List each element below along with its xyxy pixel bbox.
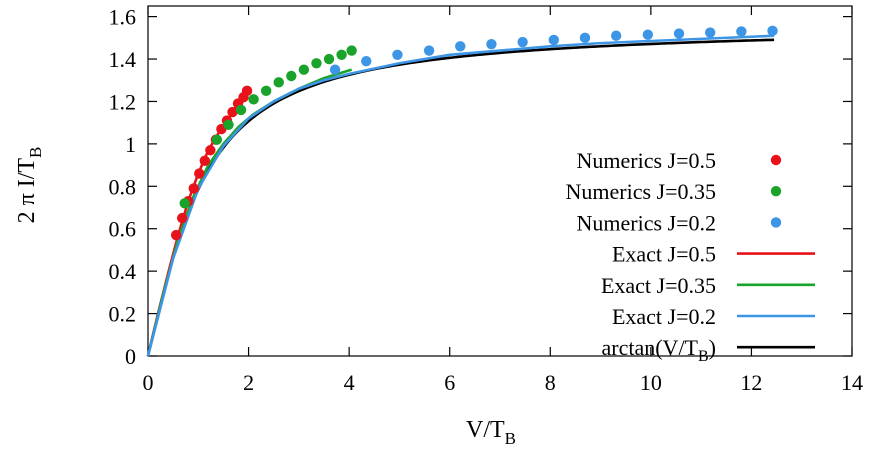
series-2-point: [610, 30, 622, 41]
series-1-point: [323, 53, 335, 65]
series-0-point: [194, 168, 205, 179]
legend-label-text: Exact J=0.2: [612, 304, 716, 329]
legend-entry-2: Numerics J=0.2: [577, 210, 782, 235]
series-2-point: [673, 28, 685, 39]
series-6-arctan-curve: [146, 38, 775, 357]
series-0-point: [227, 106, 238, 118]
series-1-point: [179, 198, 190, 209]
x-tick-label: 14: [841, 370, 863, 395]
x-tick-label: 8: [545, 370, 556, 395]
legend-entry-1: Numerics J=0.35: [566, 179, 782, 204]
series-2-point: [455, 41, 466, 52]
series-1-point: [273, 77, 284, 88]
series-1-point: [235, 104, 247, 116]
series-1-point: [346, 45, 357, 56]
series-1-point: [336, 49, 347, 60]
legend-entry-3: Exact J=0.5: [612, 242, 815, 267]
series-0-point: [188, 183, 199, 194]
series-2-point: [361, 55, 372, 67]
series-0-point: [199, 155, 211, 167]
y-axis-label: 2 π I/TB: [14, 147, 45, 224]
series-2-point: [392, 49, 403, 60]
series-1-point: [211, 134, 223, 145]
x-tick-label: 6: [444, 370, 455, 395]
legend-label: Exact J=0.35: [601, 273, 716, 298]
series-5-exact-line: [146, 34, 775, 357]
y-tick-label: 0: [125, 344, 136, 369]
legend-label: Exact J=0.2: [612, 304, 716, 329]
series-1-point: [260, 85, 272, 97]
y-tick-label: 0.2: [109, 302, 137, 327]
x-axis-label: V/TB: [466, 417, 516, 448]
series-0-point: [176, 212, 188, 224]
series-layer: [146, 25, 778, 357]
series-2-point: [517, 36, 528, 48]
x-tick-label: 10: [640, 370, 662, 395]
legend: Numerics J=0.5 Numerics J=0.35 Numerics J=…: [566, 148, 815, 365]
y-axis-label-sub: B: [26, 147, 45, 158]
series-1-point: [298, 64, 310, 75]
series-2-point: [642, 29, 654, 40]
y-tick-label: 1.2: [109, 89, 137, 114]
legend-label-text: Exact J=0.5: [612, 242, 716, 267]
legend-label-text: Numerics J=0.2: [577, 210, 717, 235]
plot-frame: [147, 5, 853, 357]
legend-marker: [770, 186, 782, 197]
series-1-point: [286, 70, 297, 82]
x-tick-label: 12: [740, 370, 762, 395]
y-tick-label: 0.8: [109, 174, 137, 199]
legend-label: Numerics J=0.5: [577, 148, 717, 173]
series-2-point: [704, 27, 716, 38]
y-axis-label-main: 2 π I/T: [14, 158, 40, 224]
legend-label-text: Numerics J=0.35: [566, 179, 717, 204]
legend-label-text: arctan(V/T: [602, 335, 699, 360]
series-2-point: [579, 32, 591, 44]
series-2-point: [736, 26, 747, 37]
series-2-point: [767, 25, 778, 37]
legend-entry-6: arctan(V/TB): [602, 335, 815, 365]
series-4-exact-line: [146, 68, 353, 357]
legend-label-suffix: ): [709, 335, 716, 360]
legend-label: Numerics J=0.2: [577, 210, 717, 235]
series-2-point: [486, 38, 497, 50]
legend-label: Numerics J=0.35: [566, 179, 717, 204]
series-1-point: [223, 119, 234, 130]
series-0-point: [170, 229, 182, 241]
series-2-point: [548, 34, 560, 46]
series-2-point: [423, 45, 435, 56]
legend-entry-5: Exact J=0.2: [612, 304, 815, 329]
y-tick-label: 0.4: [109, 259, 137, 284]
legend-entry-0: Numerics J=0.5: [577, 148, 782, 173]
x-tick-label: 2: [243, 370, 254, 395]
legend-label-text: Exact J=0.35: [601, 273, 716, 298]
legend-entry-4: Exact J=0.35: [601, 273, 815, 298]
y-tick-label: 1.6: [109, 5, 137, 30]
series-0-point: [205, 145, 216, 156]
x-axis-label-sub: B: [505, 429, 516, 448]
series-0-point: [241, 85, 253, 97]
axes: 0 2 4 6 8 10 12 14 0 0.2 0.4 0.6 0.8 1 1.2 1.4 1.6: [109, 5, 864, 395]
legend-label-sub: B: [698, 348, 709, 365]
legend-marker: [770, 154, 782, 166]
y-tick-label: 1: [125, 132, 136, 157]
legend-marker: [770, 217, 782, 228]
x-tick-label: 0: [143, 370, 154, 395]
series-2-point: [329, 64, 341, 75]
y-tick-label: 1.4: [109, 47, 137, 72]
series-1-point: [311, 58, 322, 69]
y-tick-label: 0.6: [109, 217, 137, 242]
legend-label: Exact J=0.5: [612, 242, 716, 267]
legend-label-text: Numerics J=0.5: [577, 148, 717, 173]
legend-label: arctan(V/TB): [602, 335, 717, 365]
x-axis-label-main: V/T: [466, 417, 505, 443]
x-tick-label: 4: [344, 370, 355, 395]
series-1-point: [248, 94, 259, 105]
